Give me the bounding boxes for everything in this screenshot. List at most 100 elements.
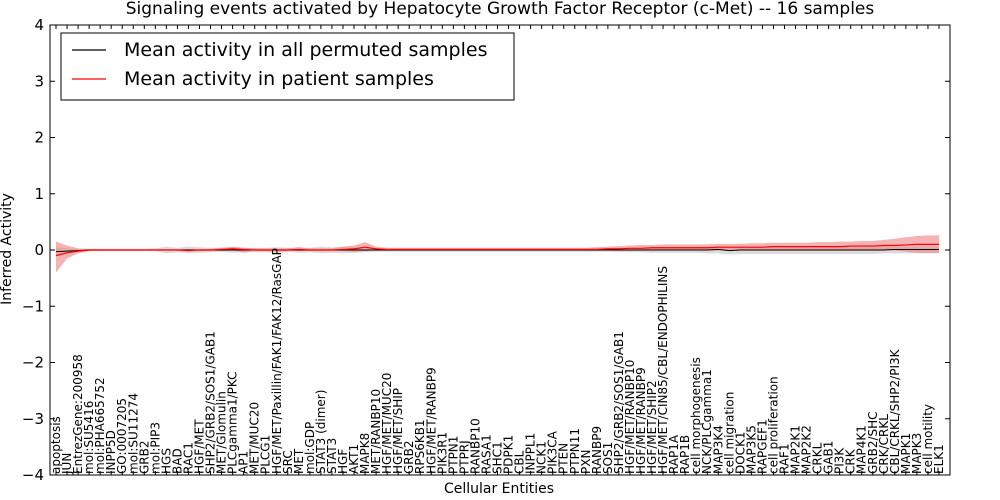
x-tick-label: RASA1 xyxy=(479,434,493,474)
x-tick-label: RPS6KB1 xyxy=(413,419,427,474)
x-tick-label: MAP4K1 xyxy=(855,425,869,474)
x-tick-label: DOCK1 xyxy=(733,431,747,474)
x-tick-label: MET xyxy=(292,448,306,474)
x-tick-label: PTPRJ xyxy=(457,440,471,474)
x-tick-label: RAP1A xyxy=(667,434,681,474)
x-tick-label: RAPGEF1 xyxy=(755,419,769,474)
x-tick-label: PLCG1 xyxy=(259,435,273,474)
x-tick-label: HGF/MET/Paxillin/FAK1/FAK12/RasGAP xyxy=(270,248,284,474)
y-tick-label: 4 xyxy=(34,16,44,34)
y-tick-label: −1 xyxy=(22,297,44,315)
band-series-1 xyxy=(56,235,939,273)
y-tick-label: 2 xyxy=(34,129,44,147)
x-tick-label: AP1 xyxy=(237,451,251,474)
legend: Mean activity in all permuted samples Me… xyxy=(60,32,515,101)
x-tick-label: HGF xyxy=(336,449,350,474)
x-tick-label: GRB2/SHC xyxy=(866,411,880,474)
x-tick-label: HGF/MET/SHIP xyxy=(391,388,405,474)
x-tick-label: PIK3CA xyxy=(546,430,560,474)
x-tick-label: mol:SU11274 xyxy=(126,393,140,474)
x-tick-label: RAF1 xyxy=(777,443,791,474)
x-tick-label: INPPL1 xyxy=(524,433,538,474)
x-tick-label: CRKL xyxy=(811,442,825,474)
legend-box xyxy=(60,32,515,101)
chart-title: Signaling events activated by Hepatocyte… xyxy=(126,0,875,19)
x-tick-label: MAP2K2 xyxy=(800,425,814,474)
x-tick-label: AKT1 xyxy=(347,444,361,474)
x-tick-label: apoptosis xyxy=(49,416,63,474)
x-tick-label: HGF/MET/RANBP10 xyxy=(623,360,637,474)
x-tick-label: mol:PIP3 xyxy=(148,422,162,474)
x-tick-label: MAP2K1 xyxy=(789,425,803,474)
x-tick-label: mol:GDP xyxy=(303,422,317,474)
x-tick-label: CRK/CRKL xyxy=(877,414,891,474)
x-tick-label: PTPN11 xyxy=(568,428,582,474)
x-tick-label: mol:PHA665752 xyxy=(93,377,107,474)
y-tick-label: −2 xyxy=(22,354,44,372)
line-series-1 xyxy=(55,243,939,257)
x-tick-label: MET/RANBP10 xyxy=(369,389,383,474)
x-tick-label: GO:0007205 xyxy=(115,398,129,474)
x-tick-label: MAP3K5 xyxy=(744,425,758,474)
x-tick-label: PTPN1 xyxy=(446,436,460,474)
x-tick-label: SHP2/GRB2/SOS1/GAB1 xyxy=(612,331,626,474)
y-tick-label: 1 xyxy=(34,185,44,203)
x-tick-label: PDPK1 xyxy=(502,435,516,474)
x-tick-label: CBL xyxy=(513,450,527,474)
x-axis-label: Cellular Entities xyxy=(444,481,554,497)
x-tick-label: MET/Glomulin xyxy=(215,391,229,474)
x-tick-label: SHC1 xyxy=(491,441,505,474)
x-tick-label: cell motility xyxy=(921,404,935,474)
x-tick-label: GRB2 xyxy=(137,440,151,474)
x-tick-label: SHP2/GRB2/SOS1/GAB1 xyxy=(204,331,218,474)
x-tick-label: MAPK8 xyxy=(358,433,372,474)
x-tick-label: NCK/PLCgamma1 xyxy=(700,369,714,474)
legend-label-patient: Mean activity in patient samples xyxy=(124,68,434,90)
x-tick-label: RAC1 xyxy=(181,442,195,474)
x-tick-label: cell migration xyxy=(722,392,736,474)
x-tick-label: EntrezGene:200958 xyxy=(71,354,85,474)
x-tick-label: MAPK3 xyxy=(910,433,924,474)
x-tick-label: MET/MUC20 xyxy=(248,402,262,474)
x-tick-label: HGF/MET/CIN85/CBL/ENDOPHILINS xyxy=(656,266,670,474)
x-tick-label: NCK1 xyxy=(535,441,549,474)
x-tick-label: RANBP10 xyxy=(468,418,482,474)
x-tick-label: cell morphogenesis xyxy=(689,357,703,474)
x-tick-label: ELK1 xyxy=(932,444,946,474)
legend-label-permuted: Mean activity in all permuted samples xyxy=(124,39,487,61)
x-tick-label: RANBP9 xyxy=(590,426,604,474)
x-tick-label: HGF/MET/SHIP2 xyxy=(645,380,659,474)
x-tick-label: PIK3R1 xyxy=(435,432,449,474)
x-tick-label: mol:SU5416 xyxy=(82,401,96,474)
x-tick-label: PTEN xyxy=(557,443,571,474)
x-tick-label: GAB1 xyxy=(822,441,836,474)
plot-area: 4 3 2 1 0 −1 −2 −3 −4 apoptosisJUNEntrezGene:2009… xyxy=(22,16,951,484)
x-tick-label: SRC xyxy=(281,450,295,474)
x-tick-label: PI3K xyxy=(833,447,847,474)
x-tick-label: HGF/MET xyxy=(192,419,206,474)
x-tick-label: PXN xyxy=(579,450,593,474)
x-tick-label: RAP1B xyxy=(678,435,692,474)
x-tick-label: SOS1 xyxy=(601,442,615,474)
x-tick-label: MAP3K4 xyxy=(711,425,725,474)
x-tick-label: HGF/MET/RANBP9 xyxy=(634,367,648,474)
y-tick-label: 0 xyxy=(34,241,44,259)
y-tick-label: −4 xyxy=(22,466,44,484)
x-tick-label: cell proliferation xyxy=(766,376,780,474)
x-tick-label: STAT3 (dimer) xyxy=(314,390,328,474)
x-tick-label: STAT3 xyxy=(325,438,339,474)
y-tick-label: 3 xyxy=(34,72,44,90)
x-tick-label: CRK xyxy=(844,448,858,474)
x-tick-label: MAPK1 xyxy=(899,433,913,474)
x-tick-label: HGF/MET/MUC20 xyxy=(380,373,394,474)
x-tick-label: GRB2 xyxy=(402,440,416,474)
x-tick-label: INPP5D xyxy=(104,430,118,474)
y-tick-label: −3 xyxy=(22,410,44,428)
y-axis-label: Inferred Activity xyxy=(0,193,15,305)
x-tick-label: CBL/CRKL/SHP2/PI3K xyxy=(888,348,902,474)
x-tick-label: PLCgamma1/PKC xyxy=(226,371,240,474)
x-tick-label: HGS xyxy=(159,448,173,474)
x-tick-label: HGF/MET/RANBP9 xyxy=(424,367,438,474)
x-tick-label: BAD xyxy=(170,448,184,474)
